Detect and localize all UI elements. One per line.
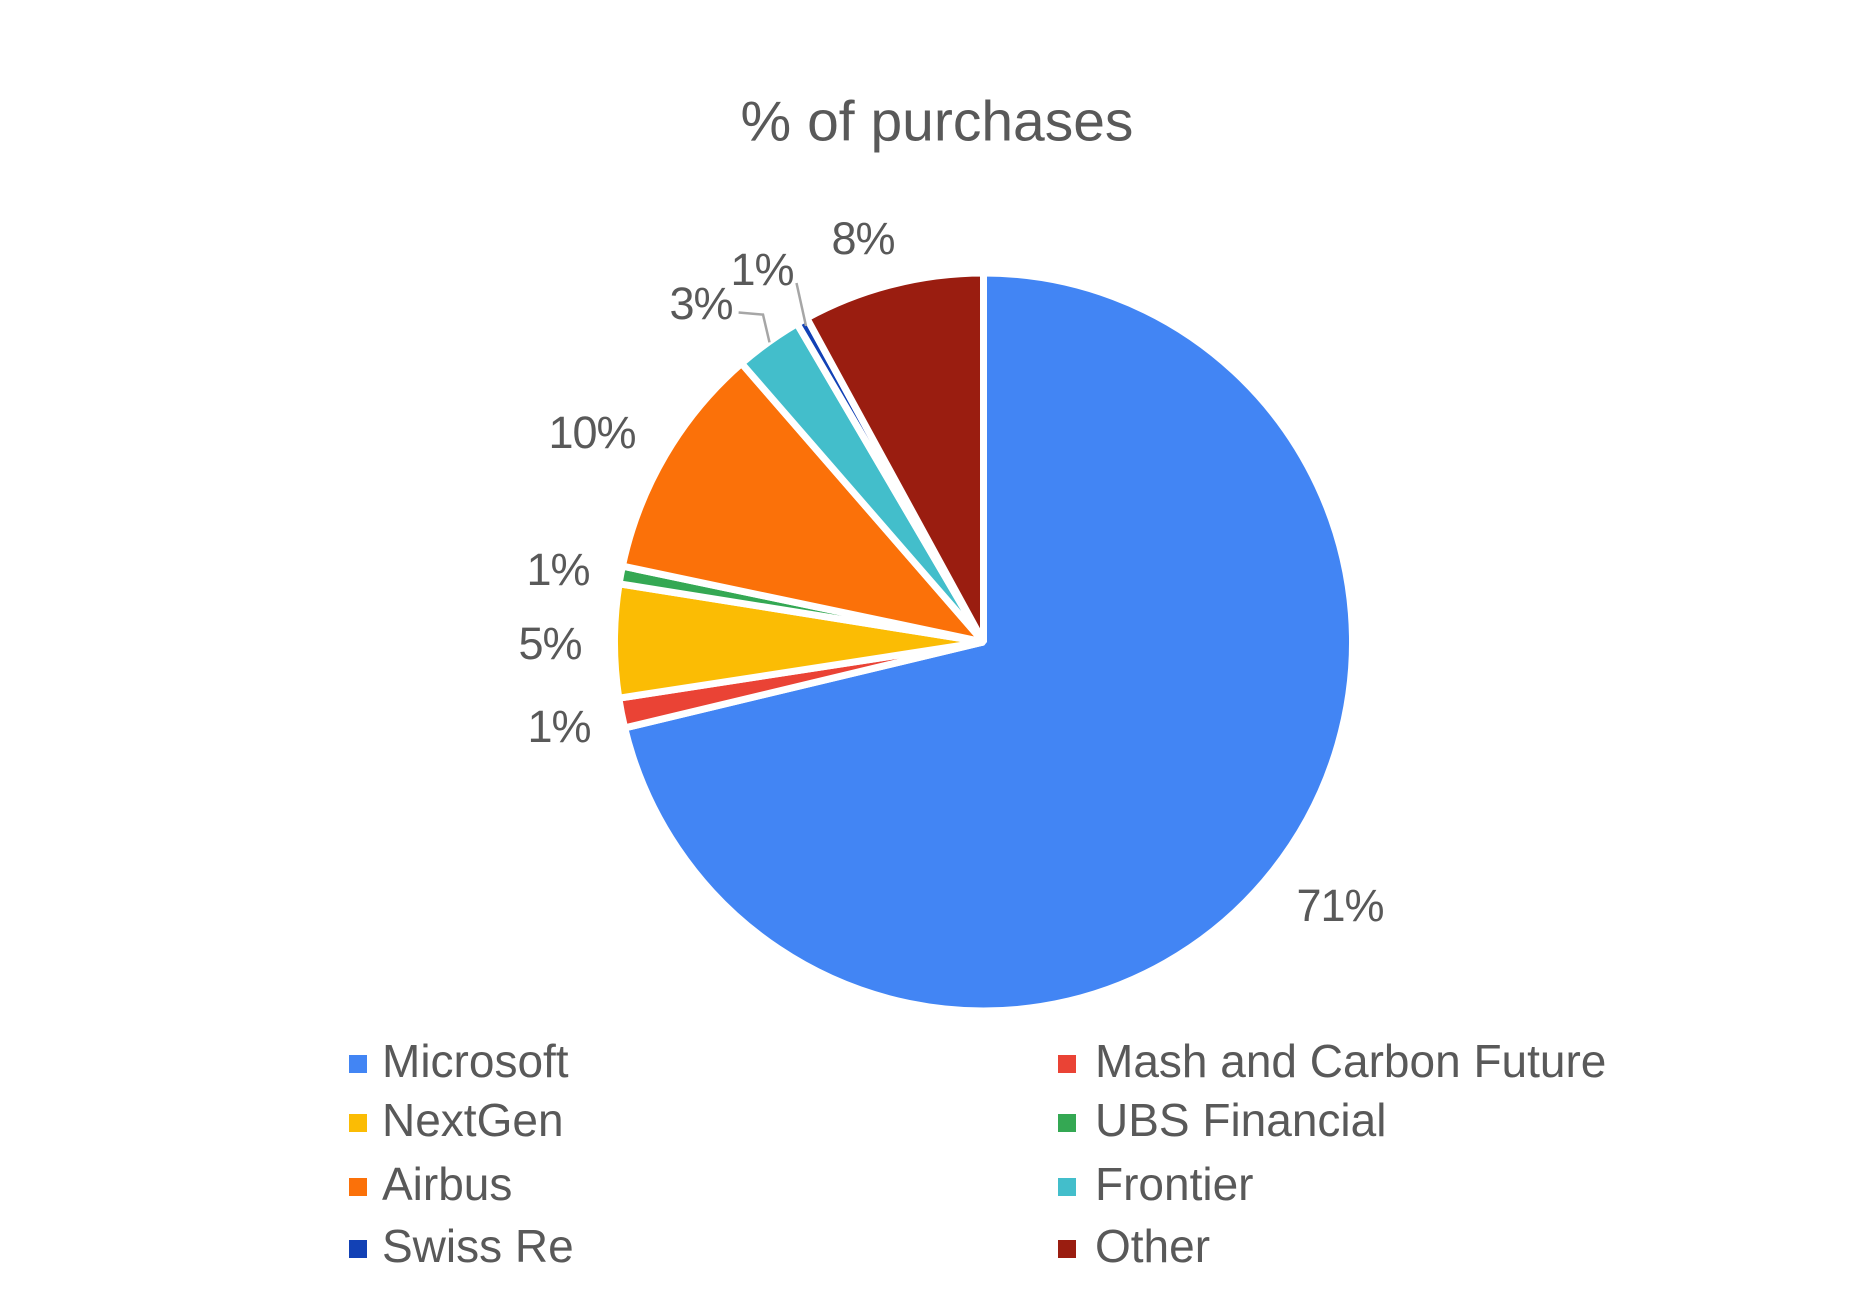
svg-text:10%: 10% [548,407,635,458]
svg-text:UBS Financial: UBS Financial [1095,1094,1386,1146]
svg-text:Airbus: Airbus [382,1158,512,1210]
svg-text:1%: 1% [526,544,589,595]
svg-text:Swiss Re: Swiss Re [382,1220,574,1272]
svg-text:% of purchases: % of purchases [741,90,1134,154]
svg-text:5%: 5% [518,618,581,669]
svg-text:Other: Other [1095,1220,1210,1272]
svg-text:1%: 1% [730,244,793,295]
svg-text:71%: 71% [1296,880,1383,931]
svg-text:Frontier: Frontier [1095,1158,1253,1210]
svg-text:1%: 1% [527,701,590,752]
svg-text:Mash and Carbon Future: Mash and Carbon Future [1095,1035,1606,1087]
svg-text:3%: 3% [669,278,732,329]
svg-text:NextGen: NextGen [382,1094,564,1146]
svg-text:Microsoft: Microsoft [382,1035,569,1087]
svg-text:8%: 8% [831,213,894,264]
